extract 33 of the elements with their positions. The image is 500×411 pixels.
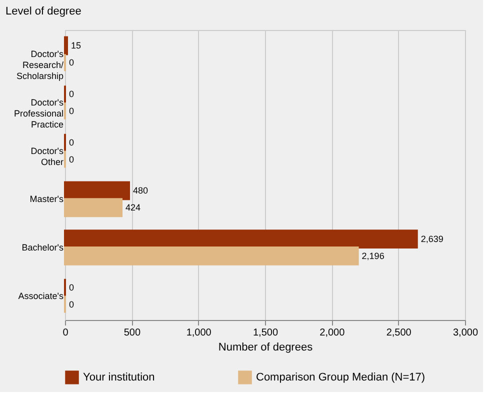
y-tick-label: Doctor's Research/ Scholarship bbox=[16, 49, 64, 82]
x-tick-label: 1,000 bbox=[186, 328, 212, 338]
y-axis-title: Level of degree bbox=[6, 6, 82, 18]
data-label: 0 bbox=[69, 106, 74, 116]
x-tick-label: 0 bbox=[62, 328, 69, 338]
bar bbox=[64, 246, 359, 266]
data-label: 424 bbox=[126, 202, 141, 213]
data-label: 0 bbox=[69, 154, 74, 164]
x-tick-label: 3,000 bbox=[452, 328, 478, 338]
legend-label: Comparison Group Median (N=17) bbox=[256, 371, 426, 384]
data-label: 2,639 bbox=[420, 234, 444, 244]
y-tick-label: Doctor's Professional Practice bbox=[14, 98, 64, 130]
x-tick-label: 2,500 bbox=[386, 328, 412, 338]
x-tick-label: 2,000 bbox=[320, 328, 346, 338]
y-tick-label: Associate's bbox=[18, 290, 64, 301]
x-tick-label: 500 bbox=[124, 328, 141, 338]
y-tick-label: Bachelor's bbox=[22, 242, 64, 252]
bar bbox=[64, 198, 123, 218]
x-tick-label: 1,500 bbox=[252, 328, 278, 338]
data-label: 0 bbox=[69, 58, 74, 68]
y-tick-label: Master's bbox=[30, 194, 64, 204]
bar bbox=[64, 36, 68, 56]
data-label: 0 bbox=[69, 299, 74, 310]
data-label: 0 bbox=[69, 89, 74, 100]
y-tick-label: Doctor's Other bbox=[30, 146, 64, 167]
data-label: 2,196 bbox=[362, 250, 384, 261]
legend-label: Your institution bbox=[83, 371, 155, 384]
x-axis-title: Number of degrees bbox=[218, 342, 314, 354]
data-label: 0 bbox=[69, 282, 74, 292]
data-label: 480 bbox=[133, 186, 148, 196]
bar bbox=[64, 230, 418, 248]
data-label: 0 bbox=[69, 137, 74, 148]
data-label: 15 bbox=[71, 40, 82, 51]
